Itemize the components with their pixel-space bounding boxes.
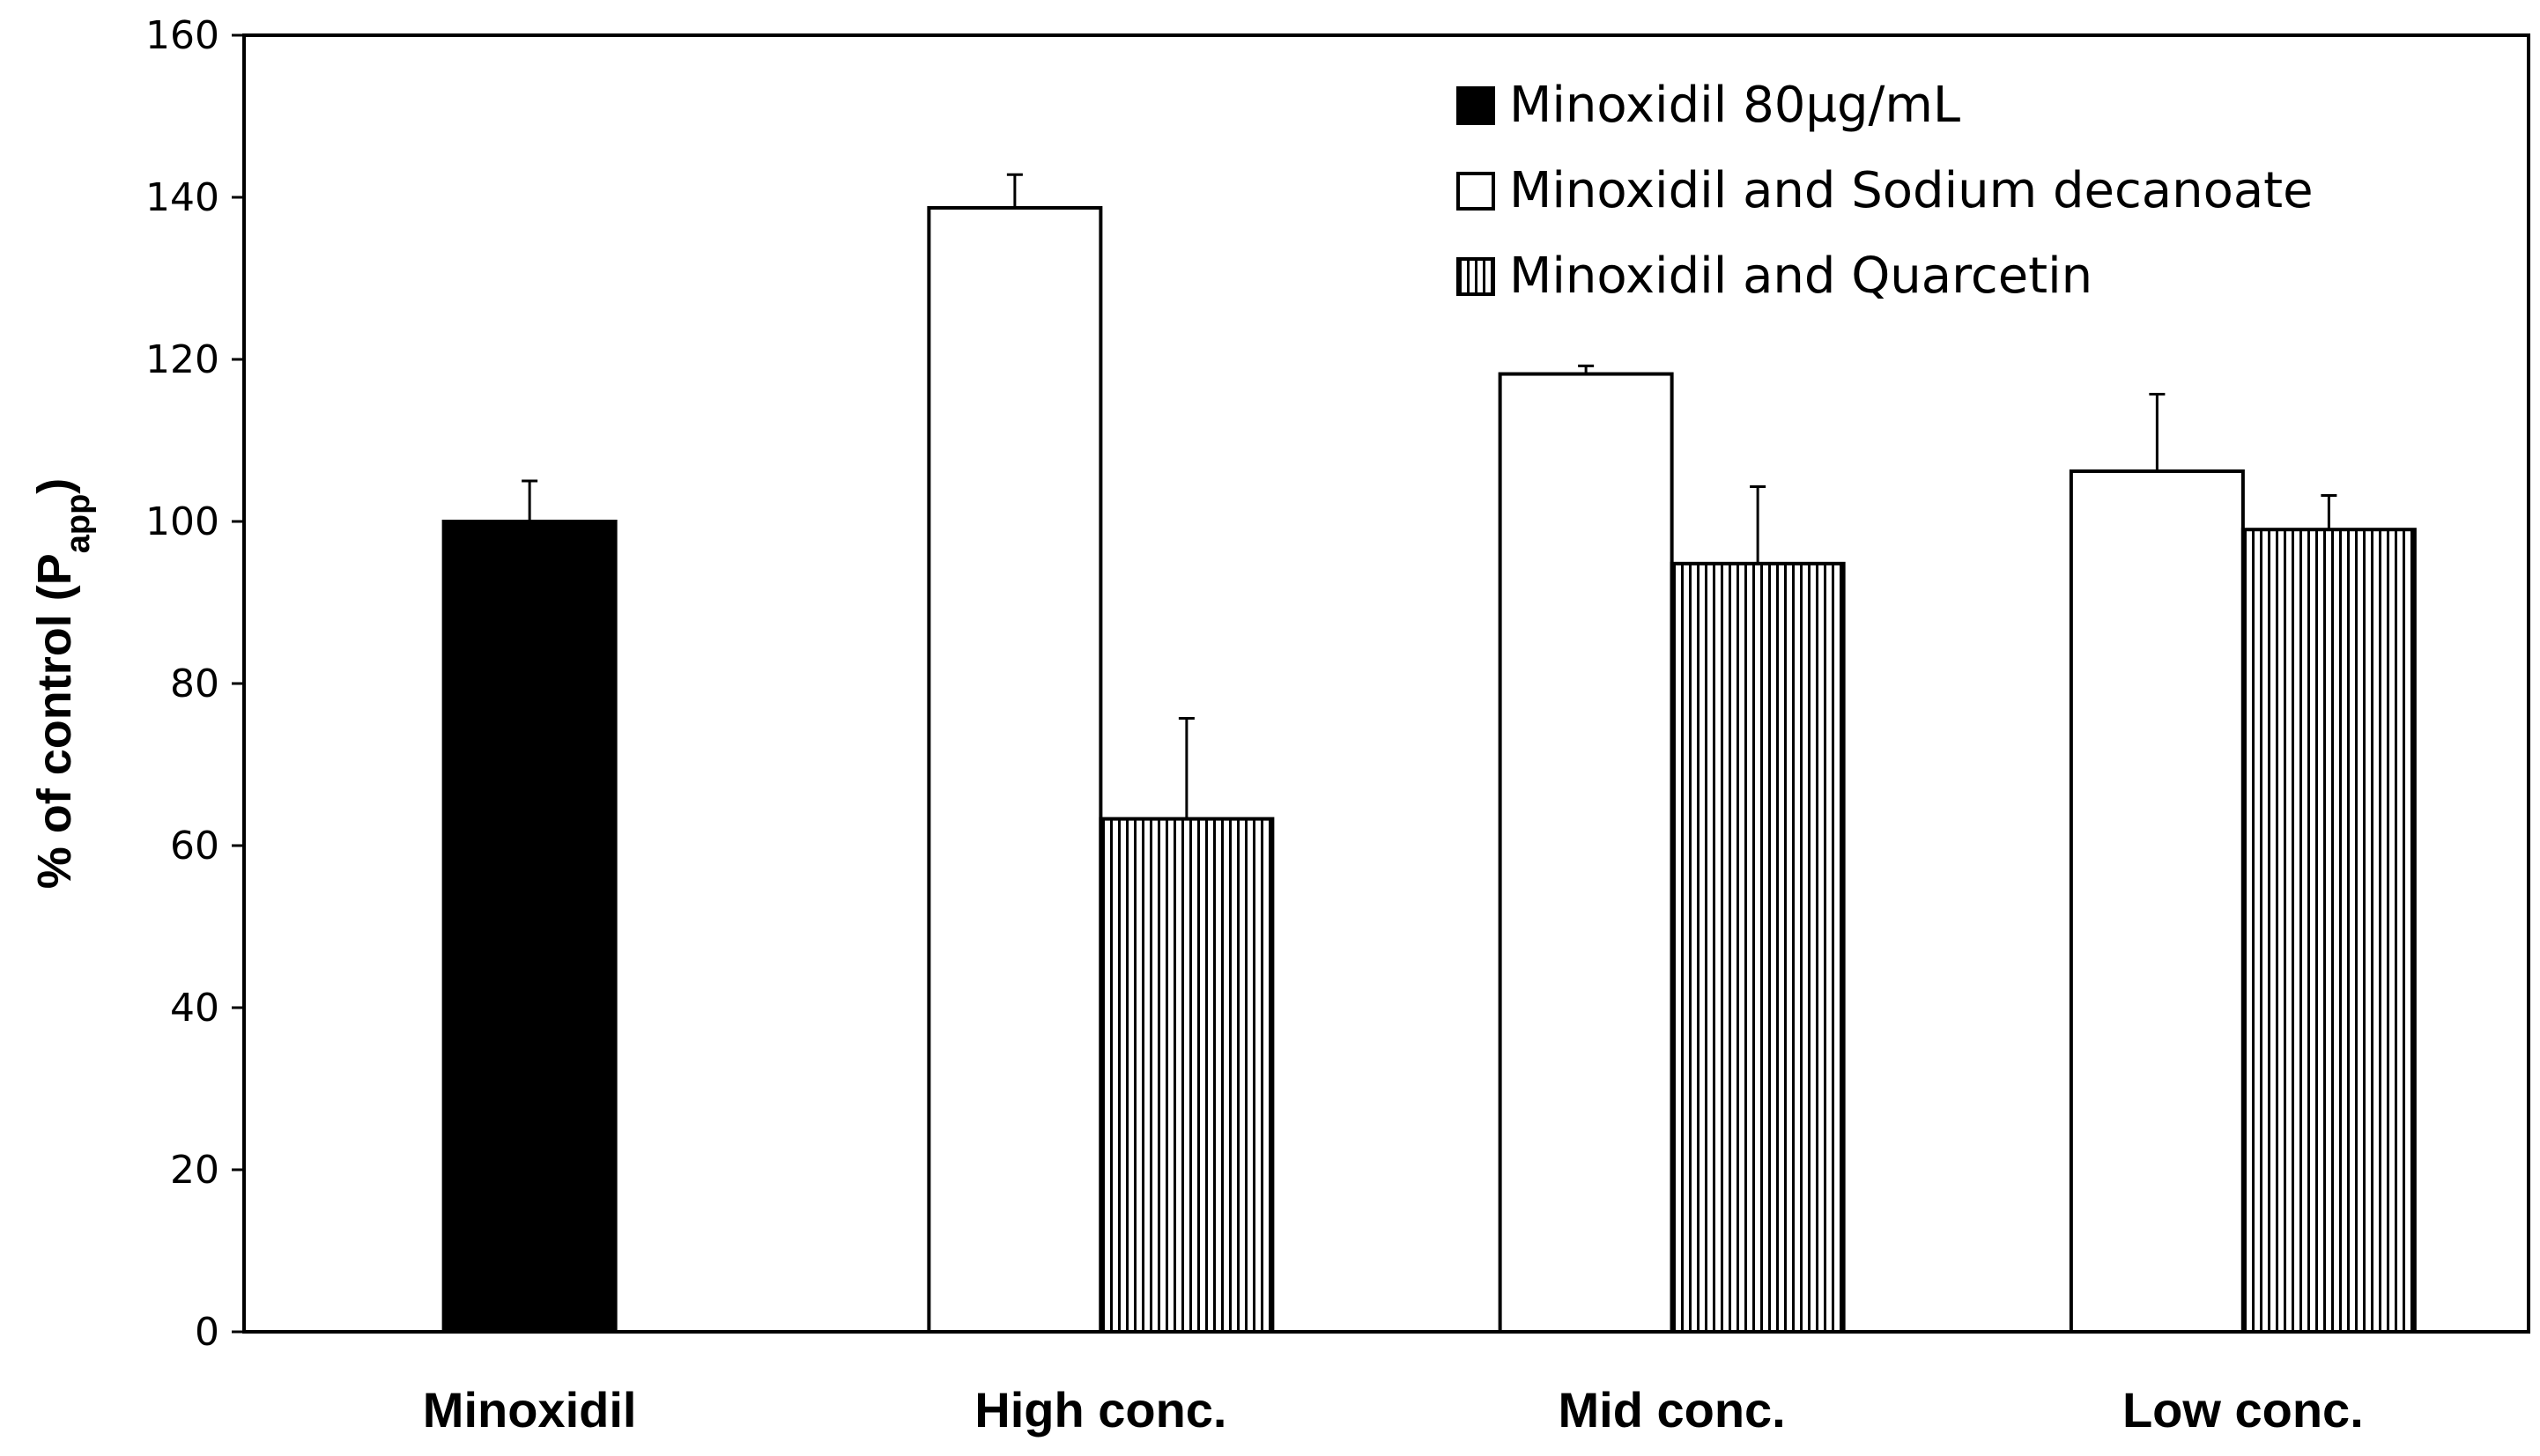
y-tick-label: 40: [170, 986, 219, 1031]
bar-sodium-decanoate: [927, 205, 1103, 1334]
y-tick-label: 60: [170, 824, 219, 868]
y-tick-label: 100: [145, 499, 219, 544]
bar-quarcetin: [1099, 817, 1275, 1334]
legend-label: Minoxidil 80µg/mL: [1509, 77, 1960, 134]
y-tick-label: 80: [170, 661, 219, 706]
legend-swatch: [1456, 257, 1495, 296]
legend-label: Minoxidil and Sodium decanoate: [1509, 162, 2314, 219]
bar-quarcetin: [2240, 528, 2417, 1334]
y-tick-label: 20: [170, 1148, 219, 1193]
bar-sodium-decanoate: [1498, 372, 1674, 1334]
y-tick-label: 0: [195, 1310, 219, 1355]
bar-quarcetin: [1670, 561, 1846, 1334]
y-tick-label: 140: [145, 175, 219, 220]
bar-sodium-decanoate: [2069, 469, 2245, 1334]
x-category-label: High conc.: [974, 1382, 1226, 1438]
y-axis-label: % of control (Papp): [28, 478, 97, 890]
y-axis-label-subscript: app: [60, 494, 97, 554]
x-category-label: Mid conc.: [1559, 1382, 1786, 1438]
bar-minoxidil: [441, 520, 618, 1334]
y-tick-label: 120: [145, 337, 219, 382]
legend-swatch: [1456, 86, 1495, 125]
legend-label: Minoxidil and Quarcetin: [1509, 248, 2092, 305]
x-category-label: Minoxidil: [423, 1382, 637, 1438]
x-category-label: Low conc.: [2122, 1382, 2364, 1438]
y-axis-label-close: ): [28, 478, 81, 494]
y-axis-label-main: % of control (P: [28, 553, 81, 889]
y-tick-label: 160: [145, 13, 219, 58]
legend-swatch: [1456, 172, 1495, 211]
